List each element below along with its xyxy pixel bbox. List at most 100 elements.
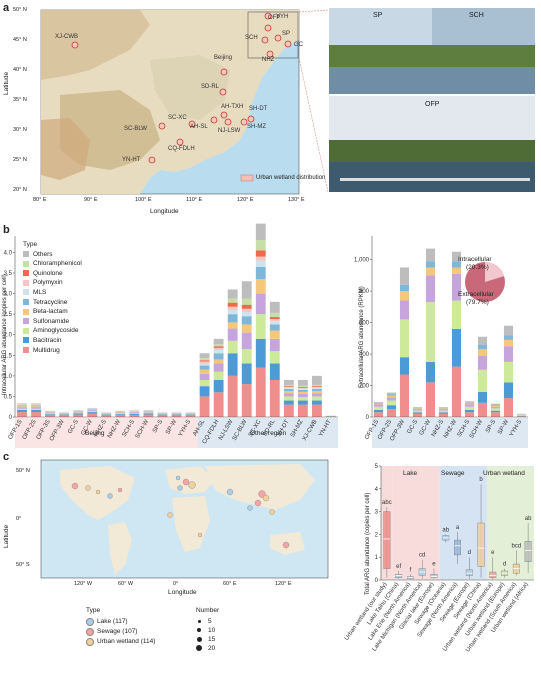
number-title-c: Number — [196, 607, 220, 614]
site-dot — [262, 494, 270, 502]
site-marker — [240, 118, 248, 126]
site-markers: XJ-CWB Beijing SD-RL SC-XC SC-BLW CQ-FDLH AH-T… — [55, 12, 304, 164]
bar-segment — [297, 397, 308, 401]
legend-urban-wetland: Urban wetland distribution — [256, 175, 326, 181]
bar-segment — [227, 306, 238, 311]
bar-segment — [269, 301, 280, 313]
lat-tick-a: 45° N — [13, 37, 27, 43]
y-tick-label: 3 — [375, 510, 379, 516]
legend-label: MLS — [33, 288, 47, 296]
site-dot — [95, 489, 101, 495]
bar-segment — [464, 402, 475, 404]
legend-label: Polymyxin — [33, 279, 63, 287]
y-tick-label: 2.5 — [4, 312, 13, 318]
significance-letter: e — [491, 550, 495, 556]
bar-segment — [503, 361, 514, 383]
number-swatch — [197, 619, 201, 623]
site-marker — [274, 34, 282, 42]
site-marker — [148, 156, 156, 164]
bar-segment — [227, 289, 238, 299]
bar-segment — [312, 389, 322, 392]
site-label: SC-BLW — [124, 126, 147, 132]
bar-segment — [115, 414, 126, 417]
site-label: AH-TXH — [221, 104, 243, 110]
site-label: SP — [282, 31, 290, 37]
panel-letter-b: b — [3, 224, 10, 236]
bar-segment — [312, 384, 322, 387]
bar-segment — [241, 316, 252, 325]
site-label: NHZ — [262, 57, 275, 63]
bar-segment — [59, 414, 70, 416]
bar-segment — [213, 371, 224, 380]
legend-swatch — [23, 308, 29, 315]
box-body — [395, 574, 403, 578]
legend-label: Quinolone — [33, 269, 63, 277]
bar-segment — [464, 409, 475, 413]
significance-letter: e — [432, 562, 436, 568]
bar-segment — [386, 392, 397, 395]
bar-segment — [312, 375, 322, 385]
group-label-other: Other region — [250, 430, 287, 437]
bar-segment — [283, 387, 294, 390]
bar-segment — [399, 267, 410, 285]
box-body — [465, 569, 473, 576]
bar-segment — [87, 412, 98, 414]
y-tick-label: 200 — [359, 384, 370, 390]
bar-segment — [386, 409, 397, 417]
bar-segment — [157, 414, 168, 416]
lat-tick-a: 40° N — [13, 67, 27, 73]
lon-tick-c: 120° E — [275, 581, 292, 587]
bar-segment — [241, 324, 252, 333]
significance-letter: d — [468, 550, 471, 556]
legend-label: Aminoglycoside — [33, 327, 79, 335]
bar-segment — [255, 250, 266, 257]
type-label: Lake (117) — [97, 617, 128, 625]
bar-segment — [283, 386, 294, 388]
type-label: Urban wetland (114) — [97, 637, 156, 645]
bar-segment — [255, 266, 266, 280]
bar-segment — [312, 396, 322, 401]
site-dot — [254, 499, 262, 507]
site-label: GC — [294, 42, 304, 48]
bar-segment — [213, 379, 224, 393]
bar-segment — [438, 409, 449, 411]
bar-segment — [241, 384, 252, 417]
site-dot — [117, 487, 123, 493]
number-label: 20 — [208, 645, 216, 652]
bar-segment — [17, 405, 27, 407]
site-marker — [266, 50, 274, 58]
significance-letter: a — [456, 525, 460, 531]
lat-tick-c: 50° S — [16, 562, 30, 568]
site-label: Beijing — [214, 55, 232, 61]
bar-segment — [386, 397, 397, 401]
bar-segment — [269, 321, 280, 325]
significance-letter: d — [503, 562, 506, 568]
box-body — [430, 574, 438, 578]
bar-segment — [373, 403, 384, 405]
lon-tick-a: 110° E — [186, 197, 203, 203]
legend-swatch — [23, 337, 29, 344]
bar-segment — [87, 410, 98, 413]
bar-segment — [199, 358, 210, 361]
bar-segment — [227, 328, 238, 341]
site-dot — [269, 509, 275, 515]
bar-segment — [283, 400, 294, 405]
bar-segment — [283, 384, 294, 387]
bar-segment — [297, 379, 308, 386]
bar-segment — [503, 382, 514, 399]
box-group-label: Urban wetland — [483, 470, 525, 477]
bar-segment — [255, 240, 266, 251]
extracellular-bars — [372, 248, 528, 448]
bar-segment — [269, 351, 280, 364]
bar-segment — [255, 260, 266, 267]
type-swatch — [86, 628, 94, 636]
legend-swatch — [23, 318, 29, 325]
pie-extra-label: Extracellular — [458, 291, 494, 298]
box-body — [477, 522, 485, 567]
bar-segment — [297, 404, 308, 417]
bar-segment — [157, 415, 168, 417]
bar-segment — [227, 375, 238, 417]
bar-segment — [213, 392, 224, 417]
lat-tick-a: 25° N — [13, 157, 27, 163]
bar-segment — [17, 410, 27, 413]
